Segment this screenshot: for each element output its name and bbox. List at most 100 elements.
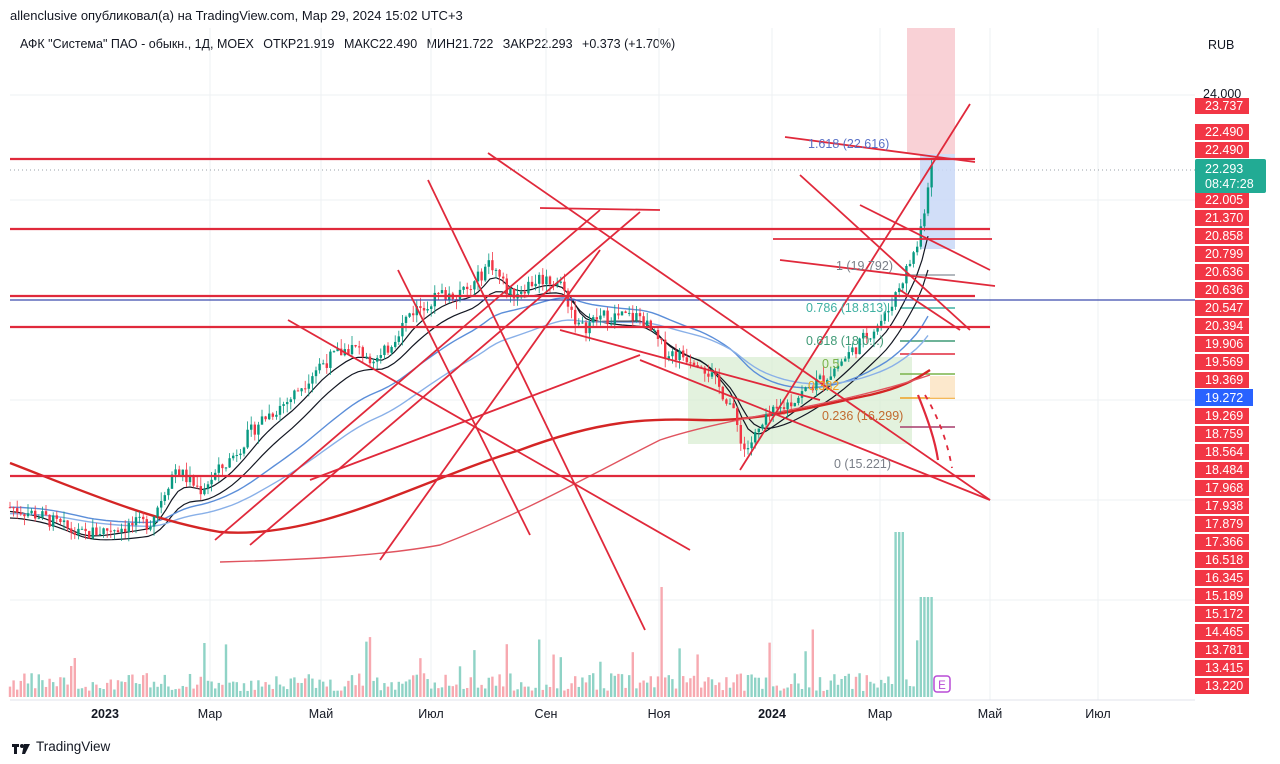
volume-bar: [156, 686, 159, 697]
candle-body: [754, 432, 757, 443]
candle-body: [592, 317, 595, 323]
high-value: МАКС22.490: [344, 37, 418, 51]
volume-bar: [282, 686, 285, 697]
candle-body: [566, 290, 570, 307]
event-marker[interactable]: E: [933, 675, 951, 693]
volume-bar: [494, 685, 498, 697]
candle-body: [473, 281, 476, 290]
candle-body: [631, 312, 634, 321]
volume-bar: [588, 674, 591, 697]
time-axis[interactable]: 2023 Мар Май Июл Сен Ноя 2024 Мар Май Июл: [10, 699, 1195, 721]
trend-line: [559, 329, 821, 401]
candle-body: [678, 350, 681, 361]
projection-arc: [916, 394, 940, 461]
volume-bar: [19, 680, 22, 697]
volume-bar: [689, 678, 692, 697]
volume-bar: [710, 679, 714, 697]
candle-body: [926, 187, 930, 214]
chart-grid: [10, 28, 1195, 700]
volume-bar: [44, 686, 48, 697]
volume-bar: [340, 690, 343, 697]
volume-bar: [358, 673, 361, 697]
candle-body: [790, 402, 793, 407]
candle-body: [667, 356, 670, 359]
candle-body: [653, 330, 656, 332]
candle-body: [635, 313, 638, 321]
price-axis[interactable]: 23.737 22.490 22.490 22.005 21.370 20.858 20.7…: [1195, 98, 1266, 694]
trend-drawings[interactable]: [10, 103, 1195, 631]
volume-bar: [383, 683, 386, 697]
candle-body: [268, 413, 271, 420]
candle-body: [95, 527, 98, 536]
candle-body: [178, 469, 181, 477]
trend-line: [309, 354, 641, 481]
volume-bar: [55, 686, 58, 697]
candle-body: [908, 263, 912, 266]
volume-bar: [239, 690, 242, 697]
volume-bar: [401, 683, 404, 697]
symbol-name[interactable]: АФК "Система" ПАО - обыкн., 1Д, MOEX: [20, 37, 254, 51]
volume-bar: [379, 690, 382, 697]
candle-body: [818, 375, 822, 380]
price-label: 18.564: [1205, 445, 1243, 459]
volume-bar: [84, 686, 87, 697]
candle-body: [23, 514, 26, 517]
volume-bar: [196, 684, 199, 697]
candle-body: [66, 520, 69, 529]
candle-body: [484, 266, 487, 281]
volume-bar: [473, 650, 476, 697]
volume-bar: [714, 685, 717, 697]
volume-bar: [41, 680, 44, 697]
currency-label[interactable]: RUB: [1208, 38, 1235, 52]
volume-bar: [412, 675, 415, 697]
volume-bar: [901, 532, 904, 697]
volume-bar: [865, 675, 868, 697]
time-axis-label: Мар: [198, 707, 223, 721]
candle-body: [34, 510, 37, 519]
countdown-label: 08:47:28: [1205, 177, 1254, 191]
candle-body: [804, 387, 807, 392]
candle-body: [235, 455, 238, 457]
volume-bar: [757, 677, 760, 697]
volume-bar: [890, 684, 894, 697]
candle-body: [462, 286, 465, 290]
candle-body: [181, 469, 184, 477]
candle-body: [217, 464, 220, 473]
fib-label: 0.618 (18.0...): [806, 334, 884, 348]
candle-body: [163, 495, 166, 502]
candle-body: [412, 313, 415, 316]
candle-body: [325, 363, 328, 368]
candle-body: [628, 312, 631, 314]
volume-bar: [469, 677, 472, 697]
candle-body: [232, 455, 235, 459]
fib-label: 0.236 (16.299): [822, 409, 903, 423]
candle-body: [307, 383, 310, 389]
candle-body: [498, 269, 501, 277]
candle-body: [113, 530, 116, 532]
candle-body: [901, 283, 904, 289]
candle-body: [350, 344, 354, 355]
ma-blue-2: [10, 319, 929, 528]
volume-bar: [12, 680, 15, 697]
candle-body: [404, 316, 408, 323]
candle-body: [732, 403, 735, 409]
volume-bar: [631, 652, 634, 697]
price-label-bg: [1195, 570, 1249, 586]
candle-body: [253, 424, 256, 435]
price-label-bg: [1195, 98, 1249, 114]
price-label-bg: [1195, 210, 1249, 226]
price-label-bg: [1195, 408, 1249, 424]
volume-bar: [415, 674, 418, 697]
price-label: 22.490: [1205, 125, 1243, 139]
volume-bar: [26, 683, 30, 697]
candle-body: [646, 320, 649, 329]
volume-bar: [314, 687, 318, 697]
candle-body: [401, 322, 404, 337]
symbol-legend[interactable]: АФК "Система" ПАО - обыкн., 1Д, MOEX ОТК…: [20, 37, 681, 51]
price-label: 19.569: [1205, 355, 1243, 369]
trend-line: [739, 103, 971, 471]
candle-body: [660, 338, 663, 340]
volume-bar: [73, 657, 76, 697]
price-label-bg: [1195, 534, 1249, 550]
